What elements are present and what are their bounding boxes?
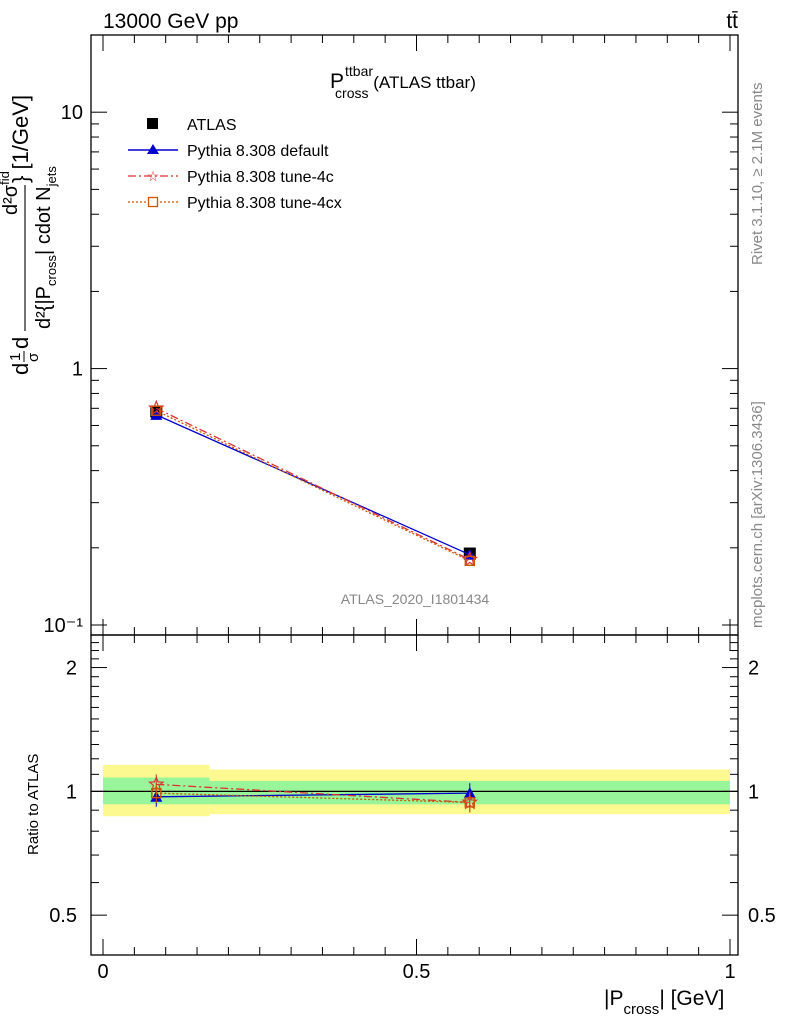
legend: ATLAS Pythia 8.308 default ☆ Pythia 8.30… [128, 117, 342, 212]
y-tick-label-1: 1 [72, 359, 83, 381]
y-tick-label-2: 10 [61, 102, 83, 124]
y-axis-title: d 1 σ d d²σfid d²{|Pcross| cdot Njets } … [0, 95, 59, 375]
ratio-line-pythia-8-308-default [156, 792, 470, 798]
line-pythia-8-308-tune-4cx [156, 410, 471, 562]
legend-atlas-marker [147, 118, 158, 129]
ratio-axis-title: Ratio to ATLAS [25, 754, 42, 855]
ratio-tick-label-left-0: 0.5 [49, 905, 77, 927]
svg-text:☆: ☆ [147, 168, 160, 184]
legend-tune4c-marker: ☆ [128, 168, 178, 184]
legend-default-marker [128, 144, 178, 154]
ratio-bands [91, 764, 738, 817]
ratio-tick-label-right-2: 2 [748, 658, 759, 680]
point-pythia-8-308-tune-4cx-0 [151, 405, 162, 416]
ratio-panel-frame [90, 634, 739, 956]
legend-default-label: Pythia 8.308 default [187, 143, 329, 160]
y-title-denominator: d²{|Pcross| cdot Njets [33, 166, 59, 329]
axis-ticks: 10⁻¹ 1 10 0 0.5 1 0.5 0.5 1 1 2 2 [44, 34, 776, 983]
point-pythia-8-308-default-0 [150, 408, 163, 420]
point-pythia-8-308-tune-4cx-1 [464, 555, 475, 566]
svg-text:1: 1 [7, 353, 24, 361]
svg-text:σ: σ [25, 352, 42, 362]
legend-tune4cx-marker [128, 196, 178, 208]
x-axis-title: |Pcross| [GeV] [604, 987, 724, 1018]
ratio-line-pythia-8-308-tune-4c [156, 783, 470, 804]
x-tick-label-0: 0 [97, 961, 108, 983]
y-title-numerator: d²σfid [0, 171, 22, 215]
ratio-line-pythia-8-308-tune-4cx [156, 792, 470, 804]
process-label: tt̄ [726, 10, 738, 33]
ratio-tick-label-left-1: 1 [66, 781, 77, 803]
main-series [147, 399, 479, 567]
rivet-label: Rivet 3.1.10, ≥ 2.1M events [749, 83, 766, 266]
ratio-point-pythia-8-308-tune-4cx-1 [464, 797, 475, 808]
ratio-tick-label-left-2: 2 [66, 658, 77, 680]
legend-tune4c-label: Pythia 8.308 tune-4c [187, 169, 334, 186]
legend-tune4cx-label: Pythia 8.308 tune-4cx [187, 195, 342, 212]
svg-text:d: d [8, 363, 33, 375]
ratio-series [148, 774, 479, 813]
ratio-tick-label-right-1: 1 [748, 781, 759, 803]
line-pythia-8-308-default [156, 414, 471, 556]
svg-text:d: d [8, 337, 33, 349]
legend-atlas-label: ATLAS [187, 117, 237, 134]
ratio-tick-label-right-0: 0.5 [748, 905, 776, 927]
plot-title: Pttbar cross (ATLAS ttbar) [330, 63, 476, 101]
x-tick-label-2: 1 [724, 961, 735, 983]
y-tick-label-0: 10⁻¹ [44, 615, 84, 637]
line-pythia-8-308-tune-4c [156, 407, 471, 561]
analysis-watermark: ATLAS_2020_I1801434 [341, 591, 490, 607]
mcplots-label: mcplots.cern.ch [arXiv:1306.3436] [749, 401, 766, 628]
y-title-unit: } [1/GeV] [8, 95, 33, 183]
x-tick-label-1: 0.5 [403, 961, 431, 983]
energy-label: 13000 GeV pp [103, 10, 238, 33]
ratio-point-pythia-8-308-tune-4cx-0 [151, 787, 162, 799]
